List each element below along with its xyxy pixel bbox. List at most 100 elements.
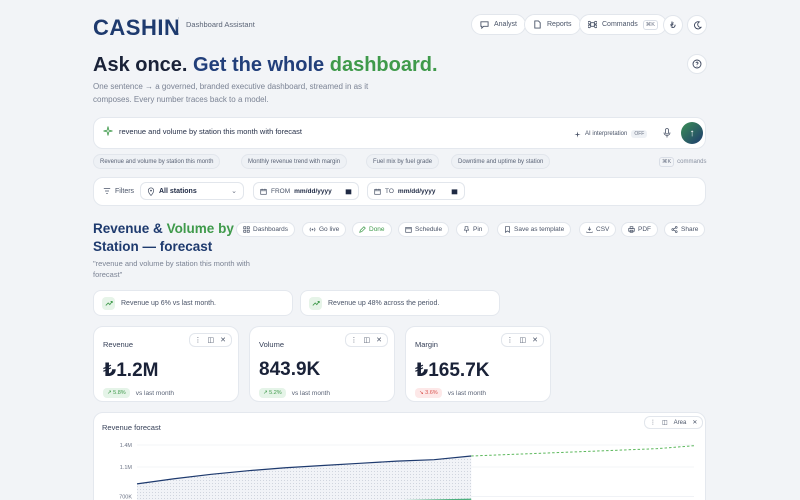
kpi-compare: vs last month: [447, 389, 486, 397]
share-label: Share: [681, 226, 699, 233]
calendar-icon: [374, 188, 381, 195]
suggestion-chip[interactable]: Revenue and volume by station this month: [93, 154, 221, 169]
chat-icon: [480, 21, 489, 29]
insight-text: Revenue up 6% vs last month.: [121, 299, 216, 307]
done-button[interactable]: Done: [352, 222, 392, 237]
to-date-input[interactable]: TO mm/dd/yyyy: [367, 182, 465, 200]
nav-reports-button[interactable]: Reports: [524, 14, 581, 35]
csv-button[interactable]: CSV: [579, 222, 617, 237]
card-toolbar: ⋮ ◫ ✕: [500, 333, 544, 347]
go-live-button[interactable]: Go live: [302, 222, 347, 237]
y-tick-label: 700K: [119, 494, 132, 500]
calendar-icon: [260, 188, 267, 195]
suggestion-chip[interactable]: Fuel mix by fuel grade: [366, 154, 440, 169]
dashboard-title-part-c: Volume by: [166, 221, 234, 236]
suggestion-chip[interactable]: Monthly revenue trend with margin: [241, 154, 348, 169]
filter-icon: [103, 188, 111, 194]
from-date-input[interactable]: FROM mm/dd/yyyy: [253, 182, 359, 200]
dashboards-label: Dashboards: [253, 226, 289, 233]
dashboard-title-part-b: &: [153, 221, 163, 236]
columns-icon[interactable]: ◫: [207, 337, 215, 344]
save-template-label: Save as template: [514, 226, 565, 233]
kpi-value: ₺1.2M: [103, 360, 159, 381]
hero-title-part3: dashboard.: [329, 54, 438, 76]
suggestion-chip[interactable]: Downtime and uptime by station: [451, 154, 551, 169]
drag-handle-icon[interactable]: ⋮: [350, 337, 358, 344]
close-icon[interactable]: ✕: [692, 420, 698, 426]
kpi-value: 843.9K: [259, 359, 321, 380]
ai-interpretation-label: AI interpretation: [585, 131, 628, 137]
drag-handle-icon[interactable]: ⋮: [194, 337, 202, 344]
drag-handle-icon[interactable]: ⋮: [650, 420, 656, 426]
close-icon[interactable]: ✕: [220, 337, 226, 344]
calendar-icon: [405, 227, 412, 233]
pin-label: Pin: [473, 226, 483, 233]
currency-icon: ₺: [670, 19, 676, 30]
revenue-forecast-chart: 1.4M 1.1M 700K: [119, 443, 695, 500]
columns-icon[interactable]: ◫: [363, 337, 371, 344]
kpi-label: Revenue: [103, 340, 134, 349]
insight-card: Revenue up 6% vs last month.: [93, 290, 293, 316]
nav-commands-label: Commands: [602, 21, 638, 28]
theme-toggle-button[interactable]: [687, 15, 707, 35]
share-button[interactable]: Share: [664, 222, 706, 237]
broadcast-icon: [309, 227, 316, 232]
columns-icon[interactable]: ◫: [662, 420, 668, 426]
logo[interactable]: CASHIN: [93, 15, 181, 40]
pdf-button[interactable]: PDF: [621, 222, 658, 237]
sparkle-icon: [103, 126, 113, 136]
chevron-down-icon: ⌄: [231, 188, 237, 195]
schedule-button[interactable]: Schedule: [398, 222, 450, 237]
save-template-button[interactable]: Save as template: [497, 222, 572, 237]
chart-type-label[interactable]: Area: [673, 419, 687, 426]
revenue-forecast-card: 1.4M 1.1M 700K: [93, 412, 706, 500]
help-icon: [692, 59, 702, 69]
trend-up-icon: [309, 296, 322, 310]
commands-hint-shortcut: ⌘K: [659, 157, 675, 167]
nav-commands-button[interactable]: Commands ⌘K: [579, 14, 667, 35]
arrow-up-icon: ↑: [689, 127, 695, 139]
calendar-icon: [345, 188, 352, 194]
pin-button[interactable]: Pin: [456, 222, 490, 237]
dashboard-title-part-a: Revenue: [93, 221, 150, 236]
commands-hint-label: commands: [677, 159, 707, 165]
hero-title: Ask once. Get the whole dashboard.: [93, 54, 438, 77]
pin-icon: [463, 226, 470, 233]
divider: [178, 17, 179, 33]
delta-badge: ↗ 5.8%: [103, 388, 130, 398]
kpi-card-revenue: Revenue ⋮ ◫ ✕ ₺1.2M ↗ 5.8% vs last month: [93, 326, 239, 402]
kpi-footer: ↘ 3.6% vs last month: [415, 388, 486, 398]
kpi-label: Margin: [415, 340, 438, 349]
nav-analyst-button[interactable]: Analyst: [471, 14, 526, 35]
ai-interpretation-toggle[interactable]: AI interpretation OFF: [574, 130, 648, 138]
drag-handle-icon[interactable]: ⋮: [506, 337, 514, 344]
moon-icon: [693, 20, 702, 29]
kpi-compare: vs last month: [135, 389, 174, 397]
prompt-input[interactable]: revenue and volume by station this month…: [119, 127, 303, 136]
share-icon: [671, 226, 678, 233]
y-tick-label: 1.1M: [120, 465, 133, 471]
card-toolbar: ⋮ ◫ ✕: [188, 333, 232, 347]
currency-button[interactable]: ₺: [663, 15, 683, 35]
to-date-value: mm/dd/yyyy: [397, 187, 436, 195]
station-select[interactable]: All stations ⌄: [140, 182, 244, 200]
help-button[interactable]: [687, 54, 707, 74]
dashboard-title-part-d: Station — forecast: [93, 239, 213, 254]
kpi-compare: vs last month: [291, 389, 330, 397]
document-icon: [534, 20, 541, 29]
forecast-line: [471, 445, 695, 457]
insight-text: Revenue up 48% across the period.: [328, 299, 440, 307]
series-line: [136, 455, 472, 485]
dashboards-button[interactable]: Dashboards: [236, 222, 296, 237]
station-select-value: All stations: [159, 187, 197, 195]
columns-icon[interactable]: ◫: [519, 337, 527, 344]
hero-subtitle: One sentence → a governed, branded execu…: [93, 82, 369, 104]
filters-button[interactable]: Filters: [103, 187, 134, 195]
download-icon: [586, 226, 593, 233]
send-button[interactable]: ↑: [681, 122, 703, 144]
dashboard-query: "revenue and volume by station this mont…: [93, 259, 250, 279]
close-icon[interactable]: ✕: [376, 337, 382, 344]
microphone-icon[interactable]: [663, 128, 671, 138]
filters-label: Filters: [115, 187, 135, 195]
close-icon[interactable]: ✕: [532, 337, 538, 344]
